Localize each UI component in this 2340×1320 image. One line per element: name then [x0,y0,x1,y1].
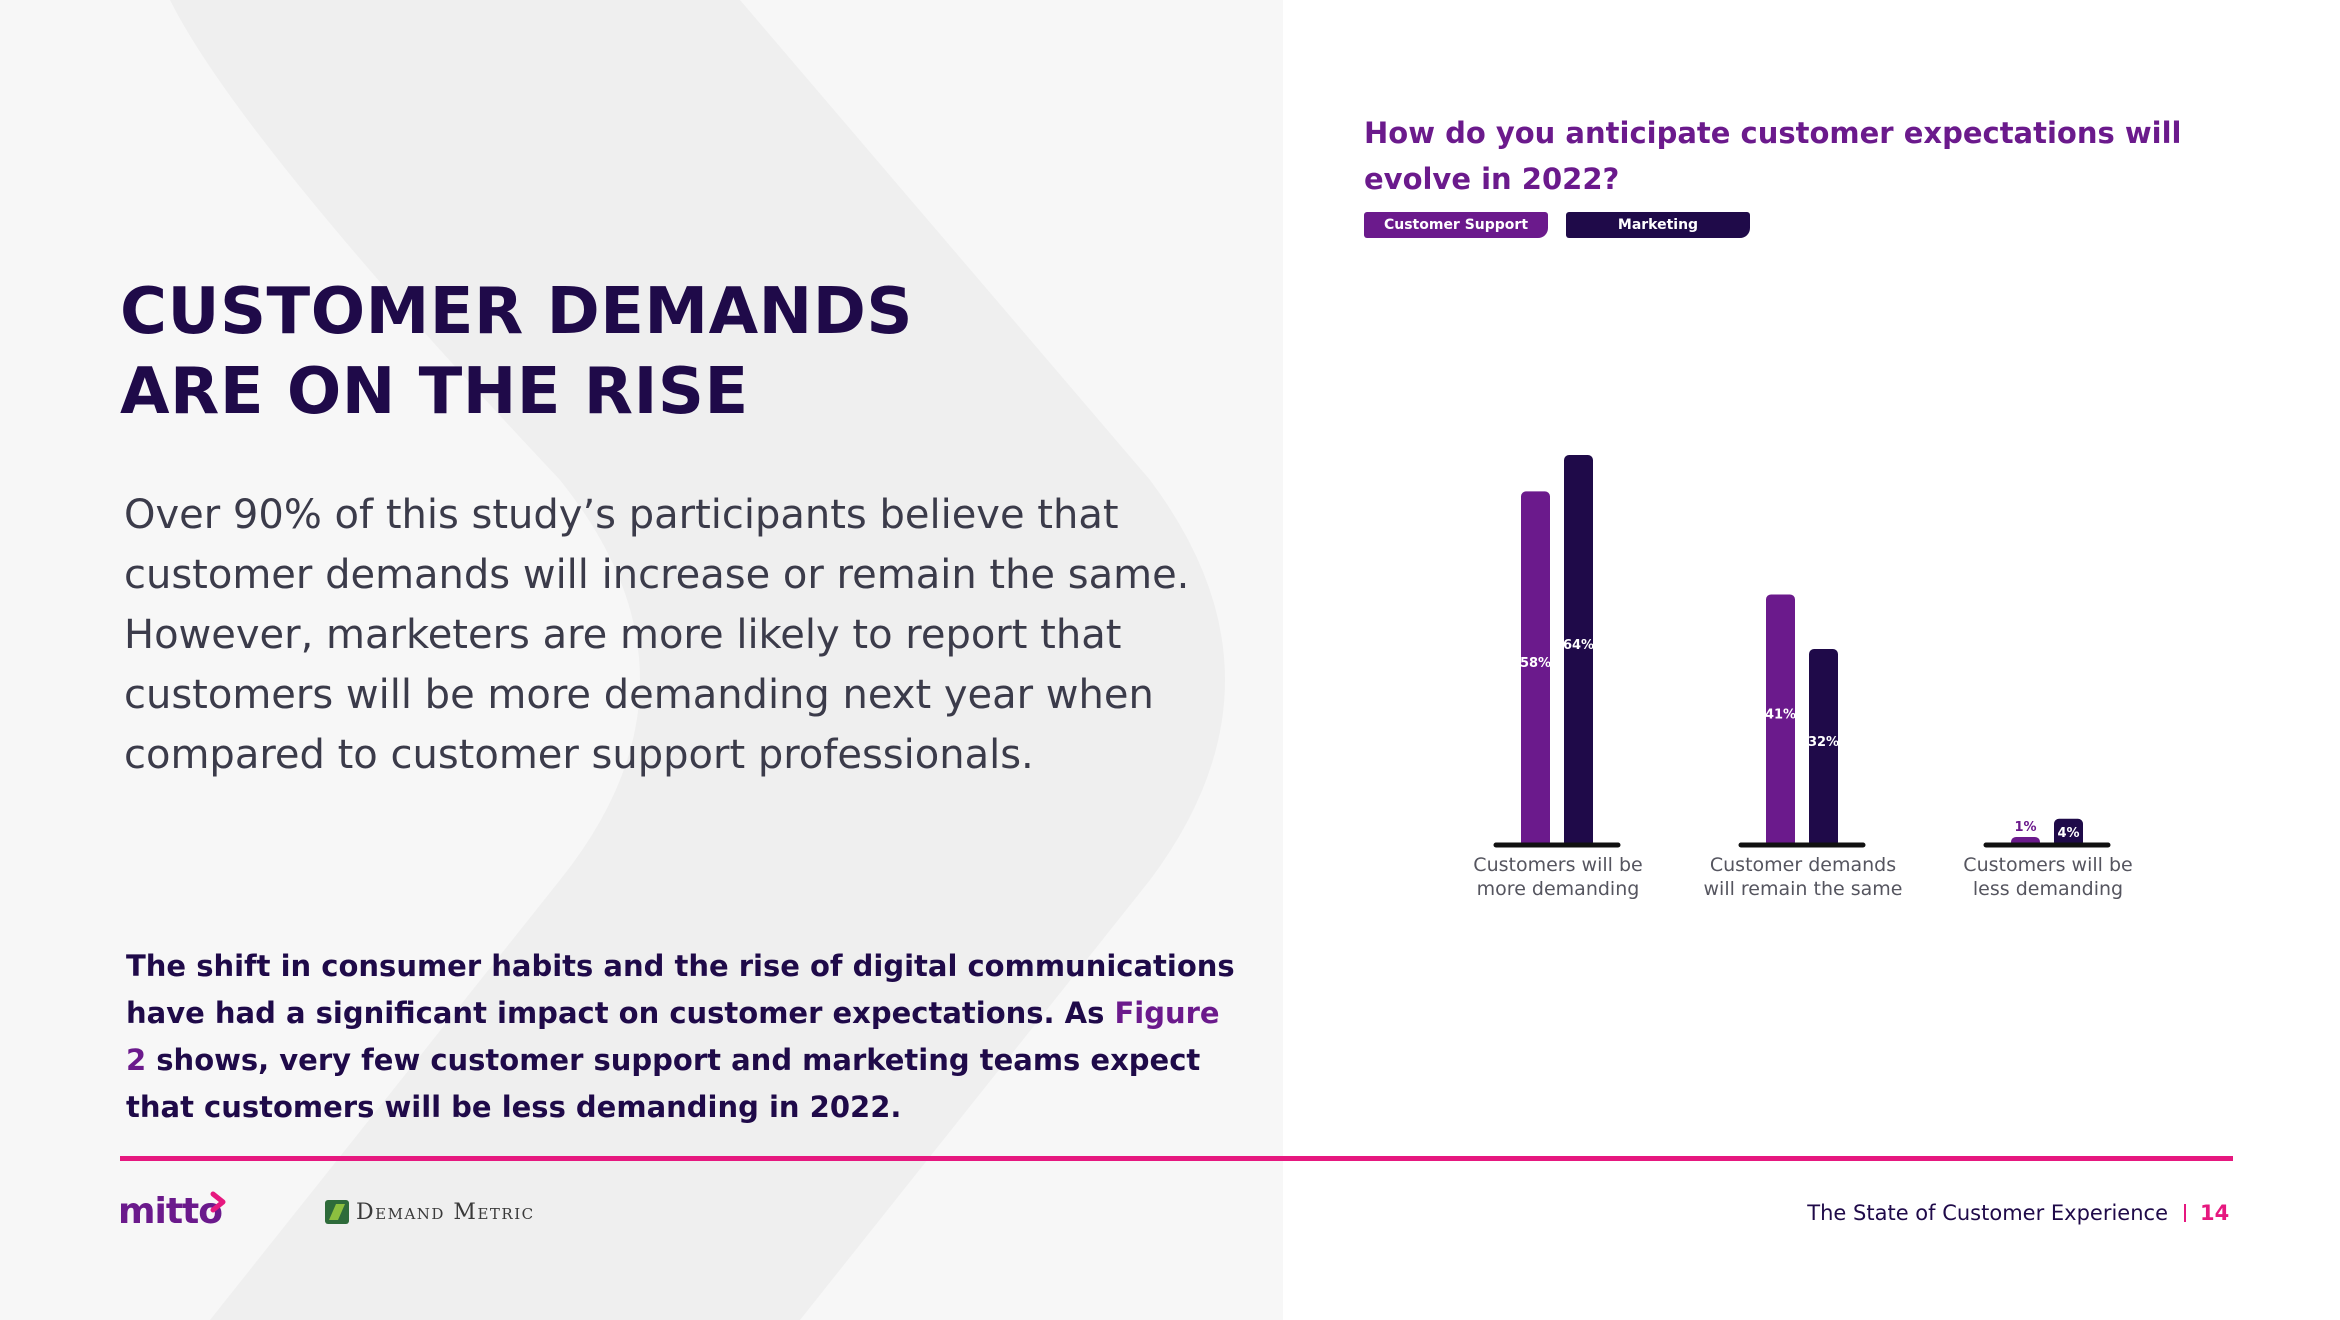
intro-paragraph: Over 90% of this study’s participants be… [124,492,1190,778]
category-label-line: will remain the same [1703,878,1903,900]
chevron-shape [170,0,1225,1320]
report-title: The State of Customer Experience [1807,1201,2168,1225]
category-label-line: Customer demands [1709,854,1897,876]
legend-marketing: Marketing [1566,212,1750,238]
page-title-line-1: CUSTOMER DEMANDS [120,275,913,349]
intro-panel: CUSTOMER DEMANDS ARE ON THE RISE Over 90… [0,0,1283,1320]
category-label-remain-same: Customer demands will remain the same [1683,853,1923,901]
data-label: 58% [1520,656,1551,671]
footer-separator [2184,1204,2186,1222]
bar-customer-support-1 [1521,491,1550,847]
category-label-line: Customers will be [1473,854,1643,876]
page-title-line-2: ARE ON THE RISE [120,355,749,429]
decorative-chevron-background [0,0,1283,1320]
data-label: 4% [2057,826,2079,841]
data-label: 1% [2014,820,2036,835]
bar-marketing-3 [2054,818,2083,847]
page-title: CUSTOMER DEMANDS ARE ON THE RISE [120,272,1120,432]
data-label: 41% [1765,708,1796,723]
page-number: 14 [2200,1201,2230,1225]
callout-text-end: shows, very few customer support and mar… [126,1043,1201,1124]
demand-metric-logo-icon [325,1200,349,1224]
callout-paragraph: The shift in consumer habits and the ris… [126,943,1236,1131]
legend-customer-support: Customer Support [1364,212,1548,238]
figure-2-reference: Figure 2 [126,996,1220,1077]
data-label: 32% [1808,735,1839,750]
mitto-chevron-icon [210,1191,226,1213]
category-label-line: more demanding [1476,878,1640,900]
mitto-logo: mitto [118,1191,223,1232]
bar-customer-support-2 [1766,594,1795,847]
demand-metric-logo: Demand Metric [356,1200,535,1225]
category-label-line: Customers will be [1963,854,2133,876]
category-label-line: less demanding [1972,878,2124,900]
category-label-less-demanding: Customers will be less demanding [1928,853,2168,901]
bar-marketing-2 [1809,649,1838,847]
bar-marketing-1 [1564,455,1593,847]
data-label: 64% [1563,638,1594,653]
callout-text-start: The shift in consumer habits and the ris… [126,949,1235,1030]
footer-divider [120,1156,2233,1161]
category-label-more-demanding: Customers will be more demanding [1438,853,1678,901]
chart-title: How do you anticipate customer expectati… [1364,116,2182,196]
